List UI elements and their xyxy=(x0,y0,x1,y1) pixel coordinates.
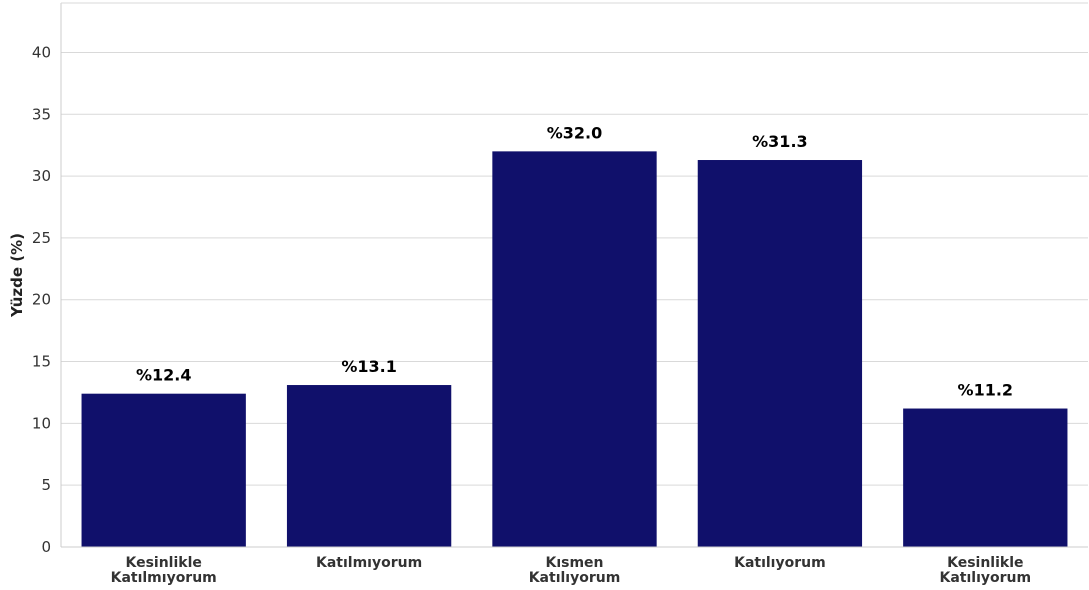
bar xyxy=(286,385,452,547)
bar xyxy=(697,160,863,547)
x-tick-label: Katılmıyorum xyxy=(316,555,422,571)
y-tick-label: 30 xyxy=(32,167,51,185)
x-tick-label: Kesinlikle Katılıyorum xyxy=(940,555,1032,586)
data-label: %12.4 xyxy=(136,366,192,385)
y-axis-label: Yüzde (%) xyxy=(8,233,26,318)
data-label: %13.1 xyxy=(341,357,397,376)
axis-spines xyxy=(60,2,1088,548)
bar xyxy=(81,393,246,547)
x-tick-label: Kısmen Katılıyorum xyxy=(529,555,621,586)
bar xyxy=(903,408,1068,547)
y-tick-label: 0 xyxy=(41,538,51,556)
y-axis-ticks: 0 5 10 15 20 25 30 35 40 xyxy=(32,43,51,556)
bar xyxy=(492,151,657,547)
x-tick-label: Katılıyorum xyxy=(734,555,826,571)
y-tick-label: 35 xyxy=(32,105,51,123)
y-tick-label: 5 xyxy=(41,476,51,494)
y-tick-label: 15 xyxy=(32,353,51,371)
data-label: %11.2 xyxy=(958,381,1014,400)
y-tick-label: 10 xyxy=(32,414,51,432)
bars xyxy=(81,151,1068,547)
data-labels: %12.4 %13.1 %32.0 %31.3 %11.2 xyxy=(136,123,1013,399)
y-tick-label: 25 xyxy=(32,229,51,247)
data-label: %32.0 xyxy=(547,123,603,142)
x-tick-label: Kesinlikle Katılmıyorum xyxy=(111,555,217,586)
y-tick-label: 40 xyxy=(32,43,51,61)
y-tick-label: 20 xyxy=(32,291,51,309)
x-axis-ticks: Kesinlikle Katılmıyorum Katılmıyorum Kısmen… xyxy=(111,555,1031,586)
data-label: %31.3 xyxy=(752,132,808,151)
